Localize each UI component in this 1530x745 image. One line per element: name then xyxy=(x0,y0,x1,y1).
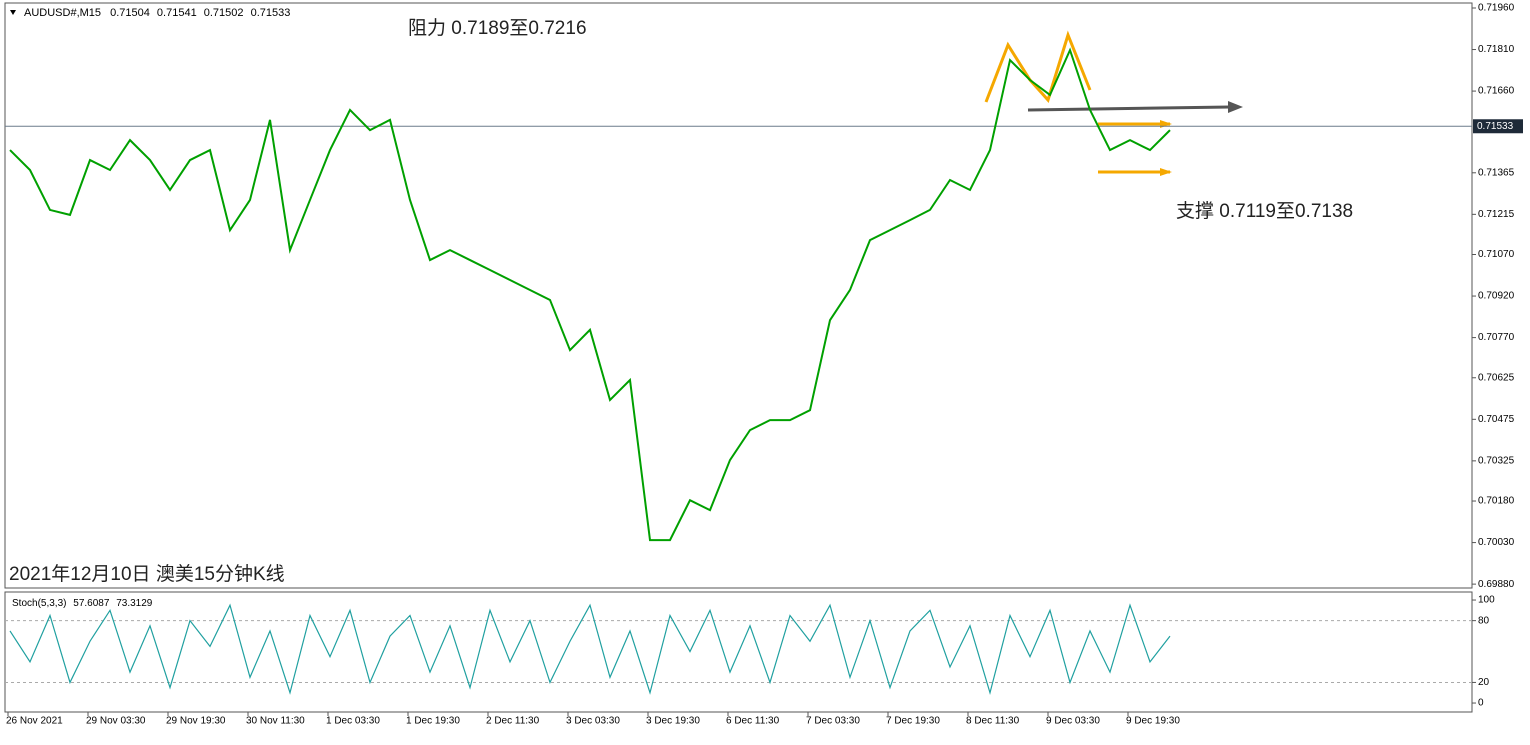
y-tick-label: 0.71810 xyxy=(1478,44,1515,55)
stoch-tick-label: 80 xyxy=(1478,615,1490,626)
stoch-label: Stoch(5,3,3) 57.6087 73.3129 xyxy=(12,598,153,609)
x-tick-label: 3 Dec 19:30 xyxy=(646,716,700,727)
annotation: 支撑 0.7119至0.7138 xyxy=(1176,200,1353,222)
stoch-line xyxy=(9,603,1171,695)
x-tick-label: 1 Dec 03:30 xyxy=(326,716,380,727)
open: 0.71504 xyxy=(110,7,150,19)
close: 0.71533 xyxy=(251,7,291,19)
y-tick-label: 0.70325 xyxy=(1478,456,1515,467)
x-tick-label: 26 Nov 2021 xyxy=(6,716,63,727)
high: 0.71541 xyxy=(157,7,197,19)
x-tick-label: 7 Dec 19:30 xyxy=(886,716,940,727)
y-tick-label: 0.69880 xyxy=(1478,579,1515,590)
y-tick-label: 0.70770 xyxy=(1478,332,1515,343)
stoch-name: Stoch(5,3,3) xyxy=(12,598,66,609)
caption: 2021年12月10日 澳美15分钟K线 xyxy=(9,563,285,585)
y-tick-label: 0.70920 xyxy=(1478,291,1515,302)
x-tick-label: 6 Dec 11:30 xyxy=(726,716,780,727)
main-panel xyxy=(4,2,1473,589)
x-tick-label: 2 Dec 11:30 xyxy=(486,716,540,727)
y-tick-label: 0.71070 xyxy=(1478,249,1515,260)
y-tick-label: 0.70625 xyxy=(1478,372,1515,383)
stoch-tick-label: 20 xyxy=(1478,677,1490,688)
low: 0.71502 xyxy=(204,7,244,19)
pattern-drawing xyxy=(984,30,1170,174)
stoch-tick-label: 0 xyxy=(1478,698,1484,709)
y-tick-label: 0.70030 xyxy=(1478,537,1515,548)
price-line xyxy=(9,47,1171,542)
arrow-head xyxy=(1228,101,1243,113)
arrow-head xyxy=(1160,120,1172,176)
x-tick-label: 29 Nov 03:30 xyxy=(86,716,146,727)
arrow xyxy=(1027,105,1231,112)
stoch-signal: 73.3129 xyxy=(116,598,153,609)
x-tick-label: 8 Dec 11:30 xyxy=(966,716,1020,727)
last-price-label: 0.71533 xyxy=(1477,121,1514,132)
stoch-main: 57.6087 xyxy=(73,598,110,609)
y-tick-label: 0.71960 xyxy=(1478,3,1515,14)
x-tick-label: 3 Dec 03:30 xyxy=(566,716,620,727)
panel-marker xyxy=(10,10,16,15)
x-tick-label: 1 Dec 19:30 xyxy=(406,716,460,727)
y-tick-label: 0.71660 xyxy=(1478,86,1515,97)
x-tick-label: 30 Nov 11:30 xyxy=(246,716,305,727)
y-tick-label: 0.70180 xyxy=(1478,496,1515,507)
annotation: 阻力 0.7189至0.7216 xyxy=(408,17,587,39)
x-tick-label: 7 Dec 03:30 xyxy=(806,716,860,727)
last-price-box xyxy=(1473,119,1523,134)
x-tick-label: 9 Dec 19:30 xyxy=(1126,716,1180,727)
header: AUDUSD#,M15 0.71504 0.71541 0.71502 0.71… xyxy=(24,7,290,19)
y-tick-label: 0.70475 xyxy=(1478,414,1515,425)
x-tick-label: 9 Dec 03:30 xyxy=(1046,716,1100,727)
y-tick-label: 0.71365 xyxy=(1478,167,1515,178)
stoch-panel xyxy=(4,591,1473,713)
x-tick-label: 29 Nov 19:30 xyxy=(166,716,226,727)
y-tick-label: 0.71215 xyxy=(1478,209,1515,220)
symbol: AUDUSD#,M15 xyxy=(24,7,101,19)
stoch-tick-label: 100 xyxy=(1478,595,1495,606)
